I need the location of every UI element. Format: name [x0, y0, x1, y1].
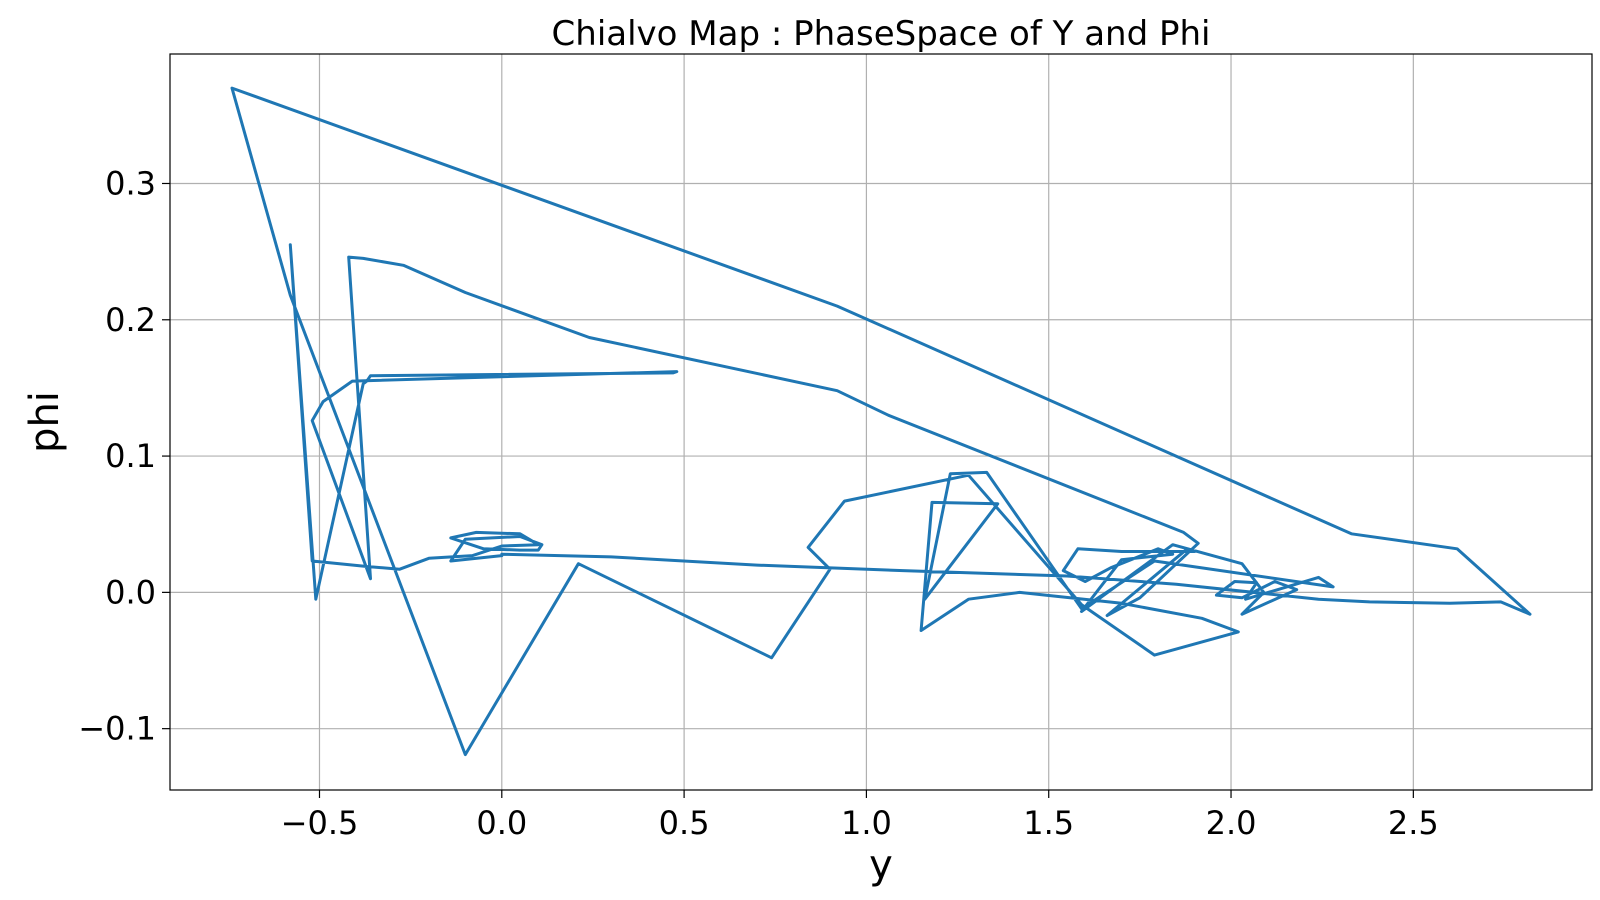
x-tick-label: 2.0 — [1206, 804, 1257, 842]
x-tick-label: −0.5 — [281, 804, 359, 842]
chart-title: Chialvo Map : PhaseSpace of Y and Phi — [552, 14, 1211, 54]
axis-ticks: −0.5 0.0 0.5 1.0 1.5 2.0 2.5 −0.1 0.0 0.1 0.2 0.3 — [78, 164, 1438, 842]
y-tick-label: 0.0 — [105, 573, 156, 611]
grid-lines — [170, 54, 1592, 790]
x-tick-label: 1.0 — [841, 804, 892, 842]
y-tick-label: 0.1 — [105, 437, 156, 475]
y-tick-label: −0.1 — [78, 710, 156, 748]
x-tick-label: 2.5 — [1388, 804, 1439, 842]
x-axis-label: y — [869, 842, 893, 888]
phase-trajectory-line — [230, 86, 1532, 757]
y-axis-label: phi — [22, 391, 68, 453]
plot-frame — [169, 53, 1593, 791]
x-tick-label: 0.0 — [476, 804, 527, 842]
x-tick-label: 1.5 — [1023, 804, 1074, 842]
y-tick-label: 0.2 — [105, 301, 156, 339]
x-tick-label: 0.5 — [659, 804, 710, 842]
y-tick-label: 0.3 — [105, 164, 156, 202]
